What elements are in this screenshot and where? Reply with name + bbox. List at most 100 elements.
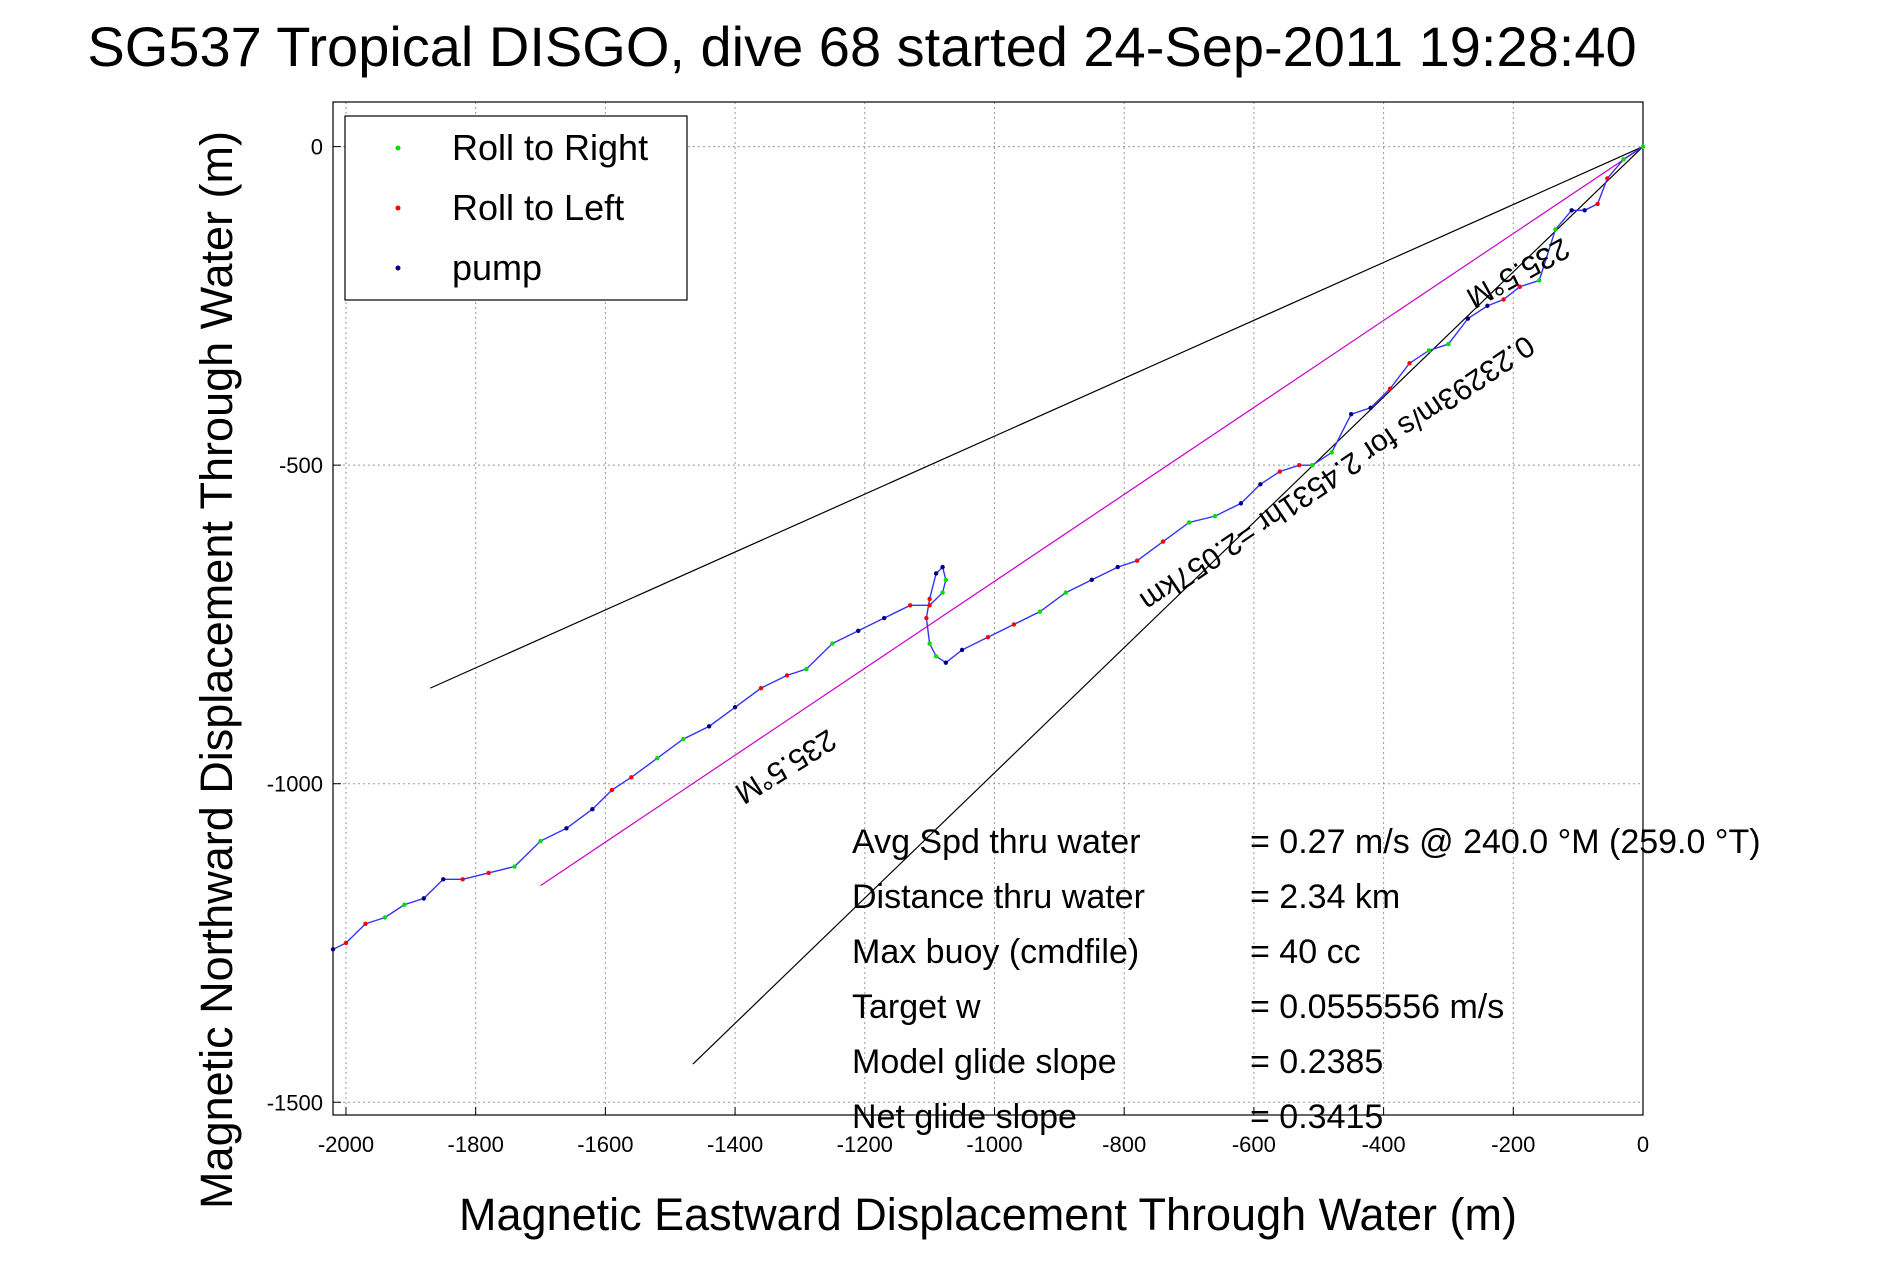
stat-label: Model glide slope — [852, 1043, 1117, 1081]
track-point — [1160, 539, 1166, 544]
legend-label: Roll to Left — [452, 187, 624, 228]
stat-value: = 40 cc — [1250, 933, 1361, 971]
x-axis-label: Magnetic Eastward Displacement Through W… — [459, 1189, 1517, 1240]
heading-guide-line — [692, 146, 1644, 1065]
track-point — [804, 666, 809, 672]
x-tick-label: -1800 — [448, 1132, 504, 1157]
track-point — [933, 654, 939, 659]
track-point — [943, 660, 949, 665]
x-tick-label: -600 — [1232, 1132, 1276, 1157]
y-tick-label: -1000 — [267, 772, 323, 797]
stat-value: = 0.2385 — [1250, 1043, 1383, 1081]
track-point — [1426, 348, 1432, 353]
y-axis-ticks: -1500 -1000 -500 0 — [267, 135, 341, 1115]
stat-label: Net glide slope — [852, 1098, 1077, 1136]
plot-area-frame — [332, 101, 1644, 1116]
track-point — [590, 806, 595, 812]
track-point — [402, 902, 407, 907]
heading-annotation: 0.23293m/s for 2.4531hr =2.057km — [1134, 329, 1540, 618]
track-point — [1212, 513, 1218, 519]
track-point — [1501, 297, 1506, 302]
track-point — [1446, 341, 1451, 347]
x-tick-label: -1600 — [577, 1132, 633, 1157]
x-tick-label: -400 — [1362, 1132, 1406, 1157]
track-point — [1553, 227, 1558, 232]
stat-label: Max buoy (cmdfile) — [852, 933, 1139, 971]
heading-annotation: 235.5°M — [729, 723, 842, 810]
track-point — [1537, 278, 1542, 283]
track-point — [655, 756, 660, 761]
stat-label: Avg Spd thru water — [852, 823, 1141, 861]
x-axis-ticks: -2000 -1800 -1600 -1400 -1200 -1000 -800 -600 -4… — [318, 1107, 1649, 1157]
track-point — [421, 896, 426, 901]
track-point — [382, 915, 388, 920]
track-point — [732, 705, 738, 710]
dive-statistics: Avg Spd thru water = 0.27 m/s @ 240.0 °M … — [852, 823, 1761, 1136]
track-point — [343, 940, 349, 946]
track-point — [985, 634, 991, 640]
track-point — [330, 947, 336, 952]
legend-box — [344, 115, 688, 301]
track-point — [927, 641, 932, 646]
stat-value: = 0.27 m/s @ 240.0 °M (259.0 °T) — [1250, 823, 1761, 861]
track-point — [882, 615, 887, 621]
track-point — [959, 647, 965, 653]
track-point — [830, 641, 835, 646]
glider-track — [330, 144, 1646, 952]
track-point — [564, 826, 569, 831]
track-point — [784, 673, 790, 678]
track-point — [629, 775, 634, 780]
track-point — [512, 864, 517, 869]
stat-label: Distance thru water — [852, 878, 1145, 916]
track-point — [1310, 462, 1315, 468]
track-point — [1368, 405, 1373, 411]
track-point — [460, 877, 465, 882]
x-tick-label: 0 — [1637, 1132, 1649, 1157]
track-point — [924, 615, 929, 621]
track-point — [856, 628, 861, 633]
stat-label: Target w — [852, 988, 981, 1026]
track-point — [1238, 501, 1244, 506]
track-point — [1348, 411, 1354, 417]
y-tick-label: 0 — [311, 135, 323, 160]
grid-lines — [333, 102, 1644, 1115]
track-point — [1186, 520, 1192, 525]
track-point — [1595, 201, 1600, 207]
track-point — [1621, 157, 1626, 162]
track-point — [1134, 558, 1140, 563]
legend-marker — [395, 265, 401, 271]
y-tick-label: -500 — [279, 453, 323, 478]
track-point — [940, 590, 945, 595]
track-point — [758, 685, 764, 691]
x-tick-label: -1400 — [707, 1132, 763, 1157]
track-point — [363, 921, 368, 927]
track-point — [940, 564, 945, 570]
track-point — [1640, 144, 1646, 149]
x-tick-label: -2000 — [318, 1132, 374, 1157]
heading-guide-line — [540, 146, 1644, 887]
heading-annotations: 235.5°M 235.5°M 0.23293m/s for 2.4531hr =2… — [729, 231, 1575, 810]
legend-marker — [395, 205, 401, 211]
track-point — [933, 571, 939, 576]
track-point — [1011, 622, 1017, 627]
legend: Roll to Right Roll to Left pump — [344, 115, 688, 301]
track-point — [680, 736, 686, 742]
track-point — [1115, 564, 1120, 570]
legend-label: Roll to Right — [452, 127, 648, 168]
track-point — [1465, 316, 1471, 321]
track-point — [538, 838, 543, 844]
track-point — [1297, 462, 1302, 468]
stat-value: = 2.34 km — [1250, 878, 1400, 916]
track-point — [927, 603, 932, 608]
legend-label: pump — [452, 247, 542, 288]
x-tick-label: -1200 — [837, 1132, 893, 1157]
track-point — [1258, 482, 1263, 487]
heading-annotation: 235.5°M — [1461, 231, 1575, 314]
track-point — [706, 724, 712, 729]
legend-marker — [395, 145, 401, 151]
y-axis-label: Magnetic Northward Displacement Through … — [191, 131, 242, 1209]
x-tick-label: -1000 — [966, 1132, 1022, 1157]
guide-lines — [430, 146, 1644, 1065]
chart-title: SG537 Tropical DISGO, dive 68 started 24… — [87, 15, 1636, 78]
